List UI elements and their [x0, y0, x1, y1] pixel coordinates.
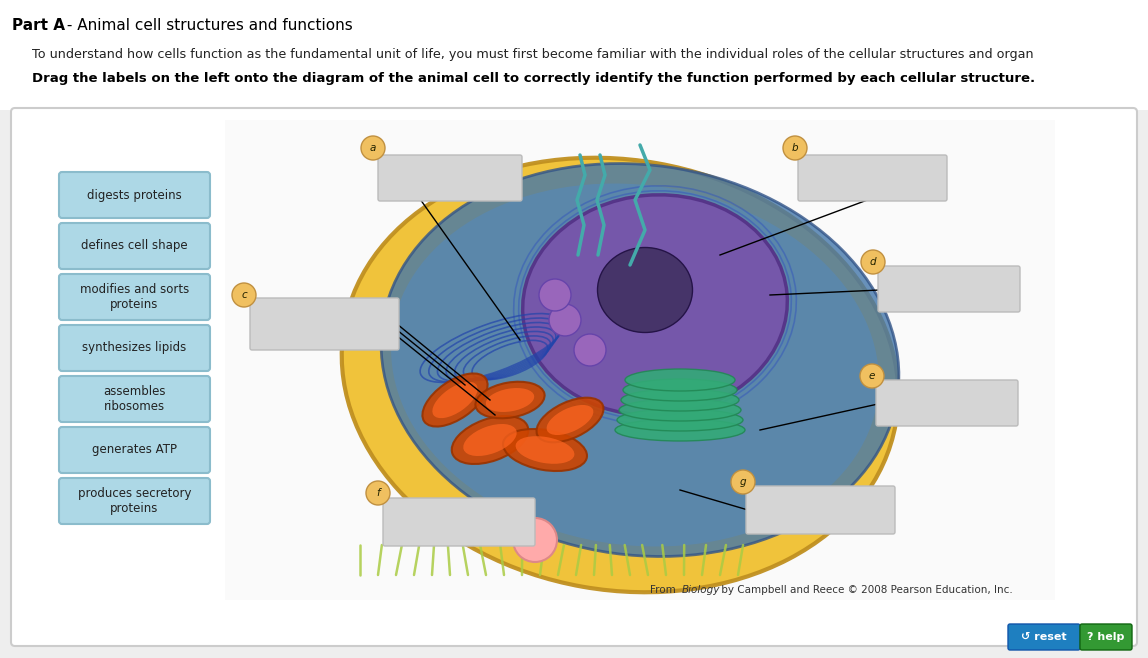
- Text: - Animal cell structures and functions: - Animal cell structures and functions: [62, 18, 352, 33]
- FancyBboxPatch shape: [11, 108, 1137, 646]
- Text: a: a: [370, 143, 377, 153]
- Ellipse shape: [616, 409, 743, 431]
- Circle shape: [731, 470, 755, 494]
- Text: produces secretory
proteins: produces secretory proteins: [78, 487, 192, 515]
- Circle shape: [366, 481, 390, 505]
- Circle shape: [360, 136, 385, 160]
- Text: b: b: [792, 143, 798, 153]
- Text: ? help: ? help: [1087, 632, 1125, 642]
- Text: Drag the labels on the left onto the diagram of the animal cell to correctly ide: Drag the labels on the left onto the dia…: [32, 72, 1035, 85]
- FancyBboxPatch shape: [59, 478, 210, 524]
- Text: generates ATP: generates ATP: [92, 443, 177, 457]
- FancyBboxPatch shape: [59, 376, 210, 422]
- Ellipse shape: [422, 374, 488, 426]
- Ellipse shape: [486, 388, 534, 412]
- Circle shape: [861, 250, 885, 274]
- Text: To understand how cells function as the fundamental unit of life, you must first: To understand how cells function as the …: [32, 48, 1033, 61]
- Ellipse shape: [619, 399, 740, 421]
- Circle shape: [540, 279, 571, 311]
- FancyBboxPatch shape: [59, 325, 210, 371]
- FancyBboxPatch shape: [59, 274, 210, 320]
- Ellipse shape: [522, 195, 788, 415]
- Text: d: d: [870, 257, 876, 267]
- Bar: [225, 120, 1055, 600]
- Ellipse shape: [381, 164, 899, 557]
- Circle shape: [513, 518, 557, 562]
- Circle shape: [574, 334, 606, 366]
- Ellipse shape: [621, 389, 739, 411]
- Ellipse shape: [503, 429, 587, 471]
- Ellipse shape: [464, 424, 517, 456]
- Circle shape: [783, 136, 807, 160]
- Ellipse shape: [623, 379, 737, 401]
- Circle shape: [549, 304, 581, 336]
- FancyBboxPatch shape: [1008, 624, 1080, 650]
- Text: g: g: [739, 477, 746, 487]
- FancyBboxPatch shape: [746, 486, 895, 534]
- Ellipse shape: [597, 247, 692, 332]
- Ellipse shape: [433, 382, 478, 418]
- FancyBboxPatch shape: [250, 298, 400, 350]
- Text: f: f: [377, 488, 380, 498]
- Text: Part A: Part A: [11, 18, 65, 33]
- Text: ↺ reset: ↺ reset: [1022, 632, 1066, 642]
- Text: defines cell shape: defines cell shape: [82, 240, 188, 253]
- Circle shape: [860, 364, 884, 388]
- FancyBboxPatch shape: [378, 155, 522, 201]
- Ellipse shape: [536, 397, 604, 442]
- Text: modifies and sorts
proteins: modifies and sorts proteins: [80, 283, 189, 311]
- FancyBboxPatch shape: [59, 223, 210, 269]
- Ellipse shape: [391, 184, 879, 547]
- Ellipse shape: [615, 419, 745, 441]
- FancyBboxPatch shape: [1080, 624, 1132, 650]
- FancyBboxPatch shape: [798, 155, 947, 201]
- Ellipse shape: [475, 382, 544, 418]
- Ellipse shape: [515, 436, 574, 464]
- Text: assembles
ribosomes: assembles ribosomes: [103, 385, 165, 413]
- Text: Biology: Biology: [682, 585, 721, 595]
- FancyBboxPatch shape: [383, 498, 535, 546]
- FancyBboxPatch shape: [59, 172, 210, 218]
- Ellipse shape: [451, 416, 528, 464]
- Text: c: c: [241, 290, 247, 300]
- Circle shape: [232, 283, 256, 307]
- Ellipse shape: [342, 158, 898, 592]
- Bar: [0, 0, 1148, 110]
- Text: digests proteins: digests proteins: [87, 188, 181, 201]
- Text: e: e: [869, 371, 875, 381]
- Text: From: From: [650, 585, 678, 595]
- Text: by Campbell and Reece © 2008 Pearson Education, Inc.: by Campbell and Reece © 2008 Pearson Edu…: [718, 585, 1013, 595]
- Ellipse shape: [546, 405, 594, 435]
- FancyBboxPatch shape: [876, 380, 1018, 426]
- Text: synthesizes lipids: synthesizes lipids: [83, 342, 187, 355]
- FancyBboxPatch shape: [878, 266, 1021, 312]
- FancyBboxPatch shape: [59, 427, 210, 473]
- Ellipse shape: [625, 369, 735, 391]
